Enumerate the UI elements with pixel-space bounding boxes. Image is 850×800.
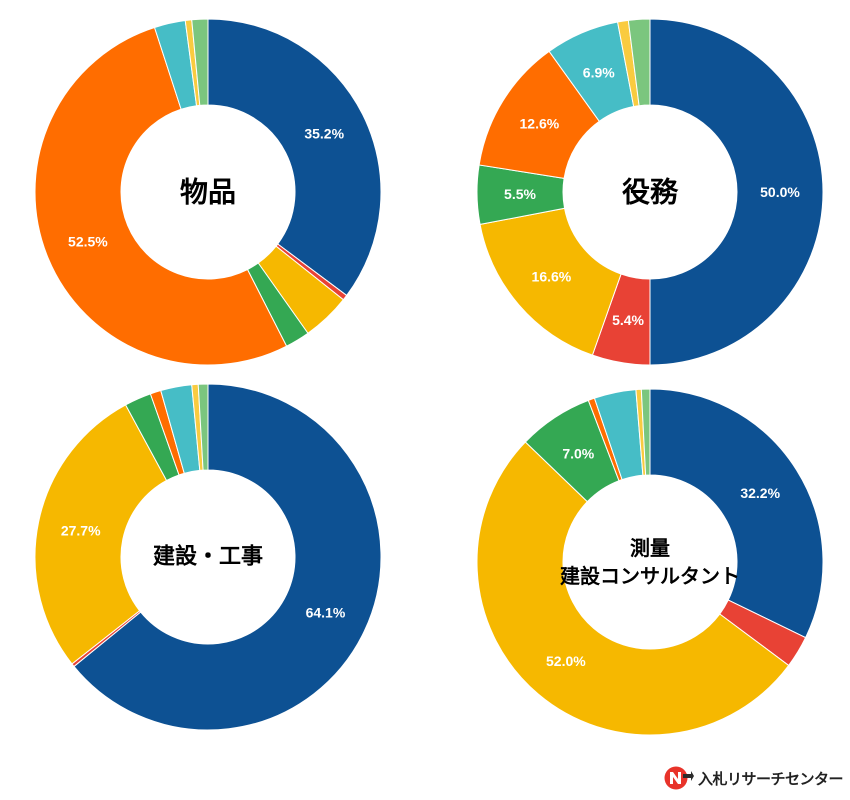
- segment-value-label: 6.9%: [583, 65, 615, 81]
- segment-value-label: 35.2%: [304, 126, 344, 142]
- donut-center-title: 測量: [630, 536, 670, 560]
- donut-center-title: 建設コンサルタント: [560, 564, 740, 588]
- segment-value-label: 32.2%: [740, 485, 780, 501]
- donut-chart-1: 35.2% 52.5% 物品: [34, 18, 382, 366]
- donut-segment: [649, 388, 824, 639]
- donut-segment: [197, 383, 209, 471]
- segment-value-label: 64.1%: [306, 605, 346, 621]
- donut-segment: [479, 207, 622, 356]
- segment-value-label: 27.7%: [61, 523, 101, 539]
- donut-segment: [649, 18, 824, 366]
- donut-chart-2: 50.0% 5.4% 16.6% 5.5% 12.6% 6.9% 役務: [476, 18, 824, 366]
- donut-segment: [640, 388, 651, 476]
- segment-value-label: 52.0%: [546, 653, 586, 669]
- donut-center-title: 建設・工事: [153, 544, 263, 570]
- donut-segment: [34, 26, 288, 366]
- donut-segment: [191, 18, 209, 106]
- donut-segment: [207, 18, 382, 297]
- nyusatsu-logo-icon: [664, 766, 694, 790]
- donut-segment: [627, 18, 651, 107]
- segment-value-label: 7.0%: [562, 446, 594, 462]
- donut-chart-3: 64.1% 27.7% 建設・工事: [34, 383, 382, 731]
- segment-value-label: 5.5%: [504, 186, 536, 202]
- brand: 入札リサーチセンター: [664, 765, 844, 791]
- donut-center-title: 物品: [180, 176, 236, 209]
- segment-value-label: 50.0%: [760, 184, 800, 200]
- donut-segment: [34, 404, 168, 665]
- donut-center-title: 役務: [622, 176, 679, 209]
- segment-value-label: 5.4%: [612, 312, 644, 328]
- segment-value-label: 52.5%: [68, 234, 108, 250]
- donut-segment: [476, 441, 790, 736]
- donut-segment: [73, 383, 382, 731]
- segment-value-label: 12.6%: [520, 116, 560, 132]
- segment-value-label: 16.6%: [532, 269, 572, 285]
- brand-name: 入札リサーチセンター: [698, 769, 844, 788]
